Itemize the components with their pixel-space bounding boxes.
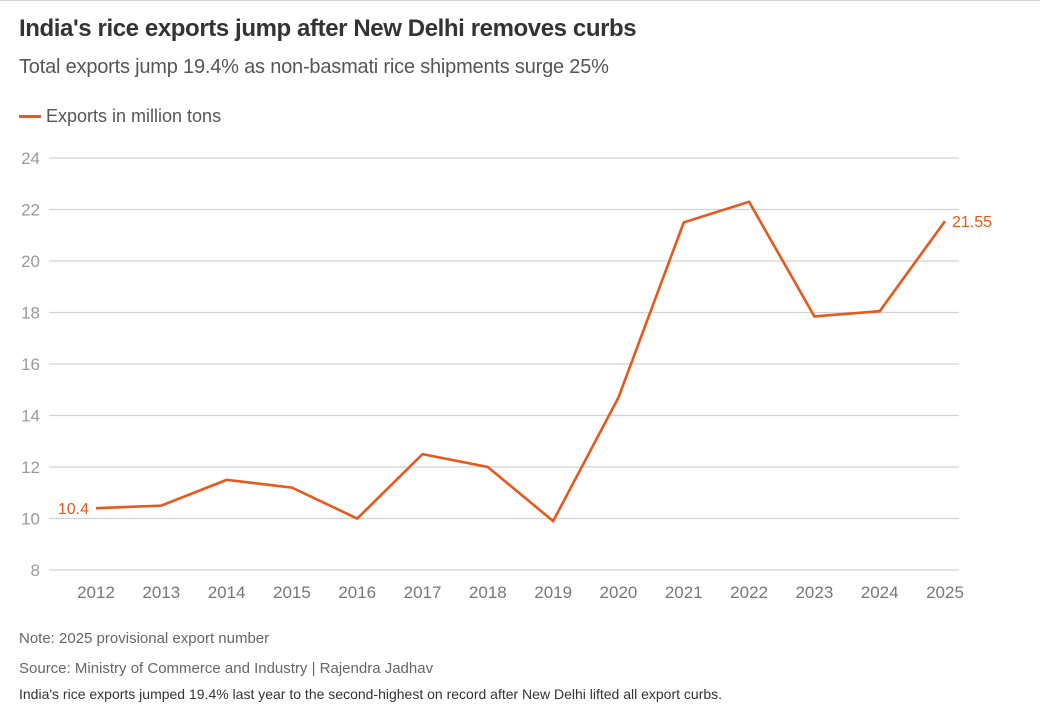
- y-tick-label: 10: [21, 510, 40, 529]
- x-tick-label: 2023: [795, 583, 833, 602]
- legend: Exports in million tons: [19, 106, 221, 127]
- y-tick-label: 20: [21, 252, 40, 271]
- legend-label: Exports in million tons: [46, 106, 222, 126]
- y-tick-label: 16: [21, 355, 40, 374]
- y-tick-label: 24: [21, 149, 40, 168]
- chart-note: Note: 2025 provisional export number: [19, 630, 270, 647]
- chart-source: Source: Ministry of Commerce and Industr…: [19, 660, 434, 677]
- x-tick-label: 2020: [600, 583, 638, 602]
- x-tick-label: 2016: [338, 583, 376, 602]
- y-tick-label: 14: [21, 407, 40, 426]
- x-tick-label: 2013: [142, 583, 180, 602]
- x-tick-label: 2017: [404, 583, 442, 602]
- x-tick-label: 2018: [469, 583, 507, 602]
- chart-subtitle: Total exports jump 19.4% as non-basmati …: [19, 56, 609, 78]
- legend-swatch-icon: [19, 115, 41, 118]
- x-tick-label: 2022: [730, 583, 768, 602]
- data-label: 21.55: [952, 214, 992, 231]
- x-tick-label: 2014: [208, 583, 246, 602]
- x-tick-label: 2025: [926, 583, 964, 602]
- data-label: 10.4: [58, 501, 89, 518]
- chart-caption: India's rice exports jumped 19.4% last y…: [19, 686, 723, 702]
- x-tick-label: 2024: [861, 583, 899, 602]
- series-line: [95, 200, 947, 524]
- y-tick-label: 18: [21, 304, 40, 323]
- y-tick-label: 12: [21, 458, 40, 477]
- chart-title: India's rice exports jump after New Delh…: [19, 15, 637, 42]
- top-divider: [0, 0, 1040, 1]
- x-tick-label: 2015: [273, 583, 311, 602]
- x-tick-label: 2021: [665, 583, 703, 602]
- x-tick-label: 2012: [77, 583, 115, 602]
- x-tick-label: 2019: [534, 583, 572, 602]
- y-tick-label: 22: [21, 201, 40, 220]
- y-tick-label: 8: [31, 561, 40, 580]
